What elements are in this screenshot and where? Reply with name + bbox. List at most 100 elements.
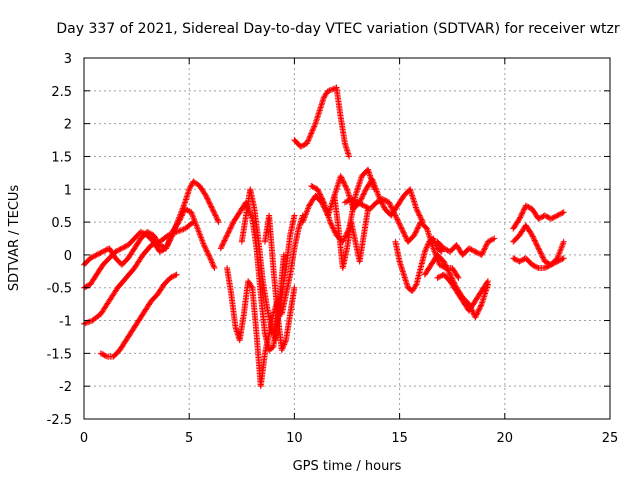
data-point [186,184,193,191]
y-tick-label: 2.5 [51,85,72,100]
data-point [358,195,365,202]
data-point [455,274,462,281]
data-point [431,248,438,255]
data-point [175,219,182,226]
data-point [415,209,422,216]
data-point [545,263,552,270]
data-point [228,223,235,230]
data-point [359,194,366,201]
data-point [300,142,307,149]
data-point [100,351,107,358]
data-point [484,238,491,245]
data-point [414,207,421,214]
data-point [361,188,368,195]
data-point [473,311,480,318]
data-point [88,254,95,261]
data-point [437,247,444,254]
data-point [188,209,195,216]
data-point [102,247,109,254]
data-point [309,183,316,190]
data-point [415,223,422,230]
data-point [156,248,163,255]
series-sat-track-2 [81,205,218,272]
data-point [327,219,334,226]
data-point [539,213,546,220]
data-point [207,255,214,262]
data-point [558,243,565,250]
data-point [557,247,564,254]
data-point [308,130,315,137]
data-point [174,228,181,235]
data-point [440,258,447,265]
data-point [305,136,312,143]
data-point [541,265,548,272]
data-point [380,203,387,210]
data-point [379,196,386,203]
data-point [311,123,318,130]
data-point [555,252,562,259]
data-point [146,230,153,237]
data-point [189,220,196,227]
data-point [374,198,381,205]
data-point [487,237,494,244]
data-point [205,251,212,258]
data-point [307,131,314,138]
data-point [229,221,236,228]
data-point [229,220,236,227]
plot-frame [83,57,611,420]
data-point [163,233,170,240]
data-point [304,138,311,145]
data-point [194,225,201,232]
data-point [341,181,348,188]
y-tick-label: -2.5 [47,413,72,428]
data-point [396,221,403,228]
data-point [115,247,122,254]
data-point [155,239,162,246]
data-point [543,259,550,266]
data-point [399,228,406,235]
data-point [383,198,390,205]
data-point [374,189,381,196]
data-point [469,309,476,316]
data-point [186,186,193,193]
data-point [348,196,355,203]
data-point [556,250,563,257]
data-point [204,196,211,203]
series-sat-track-9 [291,84,353,160]
data-point [530,262,537,269]
data-point [511,255,518,262]
data-point [299,219,306,226]
data-point [280,251,287,258]
y-axis-label: SDTVAR / TECUs [7,185,22,292]
data-point [446,270,453,277]
data-point [391,209,398,216]
data-point [97,350,104,357]
data-point [391,211,398,218]
data-point [526,204,533,211]
y-tick-label: 1.5 [51,150,72,165]
data-point [308,182,315,189]
data-point [343,184,350,191]
data-point [430,236,437,243]
data-point [548,261,555,268]
data-point [390,208,397,215]
data-point [222,234,229,241]
data-point [198,234,205,241]
data-point [341,199,348,206]
data-point [220,238,227,245]
data-point [339,177,346,184]
data-point [362,187,369,194]
data-point [424,243,431,250]
series-sat-track-6 [224,212,306,390]
data-point [219,242,226,249]
data-point [164,240,171,247]
y-tick-label: -1.5 [47,347,72,362]
data-point [400,229,407,236]
series-sat-track-20 [510,255,567,272]
data-point [375,198,382,205]
data-point [202,244,209,251]
data-point [524,203,531,210]
data-point [208,258,215,265]
data-point [180,202,187,209]
data-point [188,182,195,189]
